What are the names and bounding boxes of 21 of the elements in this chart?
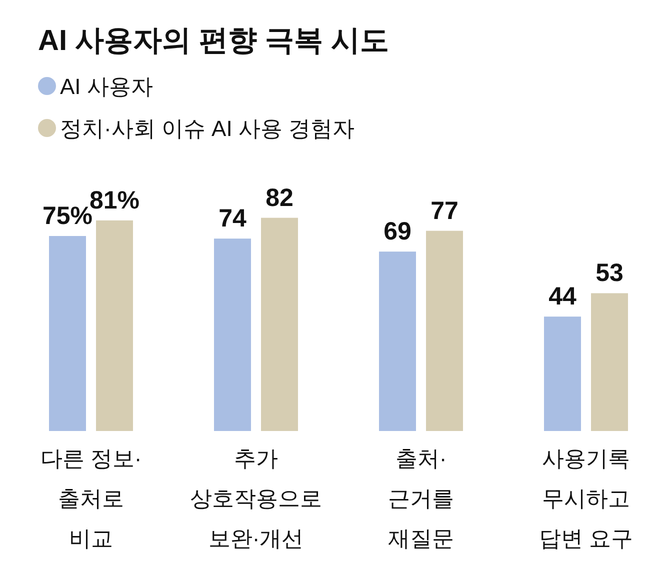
legend-label: AI 사용자: [60, 74, 153, 99]
data-label: 69: [384, 218, 412, 246]
x-tick-label: 추가 상호작용으로 보완·개선: [190, 446, 322, 551]
bar: [49, 236, 86, 431]
bar: [214, 238, 251, 431]
chart-title: AI 사용자의 편향 극복 시도: [38, 25, 390, 57]
x-tick-label: 사용기록 무시하고 답변 요구: [538, 446, 634, 551]
bar: [591, 293, 628, 431]
x-tick-label: 출처· 근거를 재질문: [388, 446, 454, 551]
data-label: 53: [596, 259, 624, 288]
bar: [96, 220, 133, 431]
bar: [379, 252, 416, 431]
bar: [544, 316, 581, 431]
x-tick-label: 다른 정보· 출처로 비교: [40, 446, 142, 551]
bar: [426, 230, 463, 431]
data-label: 44: [548, 282, 576, 311]
bar: [261, 218, 298, 431]
data-label: 82: [266, 184, 294, 212]
legend-label: 정치·사회 이슈 AI 사용 경험자: [60, 116, 355, 141]
data-label: 74: [218, 204, 246, 233]
data-label: 77: [430, 196, 458, 225]
